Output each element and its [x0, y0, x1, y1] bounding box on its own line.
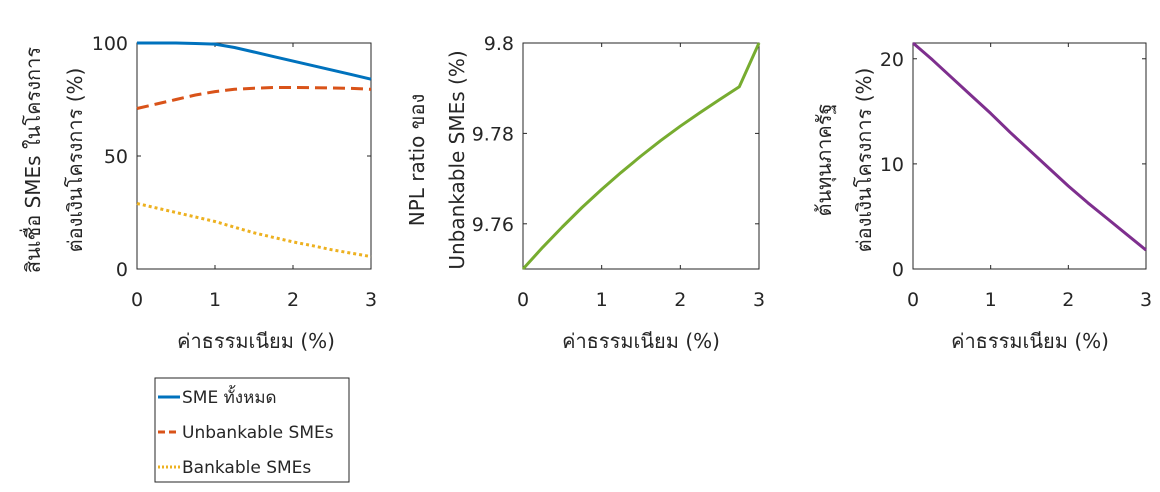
legend-label-sme-all: SME ทั้งหมด [182, 385, 277, 408]
panel-1-y-axis-label-line-2: ต่องเงินโครงการ (%) [63, 68, 87, 253]
panel-2-y-tick-label: 9.76 [472, 214, 514, 236]
legend: SME ทั้งหมด Unbankable SMEs Bankable SME… [154, 377, 350, 483]
panel-1-y-tick-label: 0 [116, 259, 128, 281]
panel-3-y-axis-label-line-2: ต่องเงินโครงการ (%) [852, 68, 876, 253]
panel-1-x-axis-label: ค่าธรรมเนียม (%) [177, 329, 335, 353]
panel-3-y-axis-label-line-1: ต้นทุนภาครัฐ [812, 103, 837, 216]
panel-3-y-tick-label: 10 [880, 154, 904, 176]
panel-2-y-tick-label: 9.78 [472, 123, 514, 145]
panel-2-x-tick-label: 2 [674, 289, 686, 311]
panel-3-x-tick-label: 3 [1140, 289, 1152, 311]
panel-1-x-tick-label: 2 [287, 289, 299, 311]
panel-2-x-axis-label: ค่าธรรมเนียม (%) [562, 329, 720, 353]
legend-box [154, 377, 350, 483]
panel-3-axes-box [912, 42, 1147, 270]
panel-1-x-tick-label: 3 [365, 289, 377, 311]
panel-3-x-tick-label: 1 [985, 289, 997, 311]
panel-1-y-axis-label-line-1: สินเชื่อ SMEs ในโครงการ [19, 47, 45, 273]
panel-1-y-tick-label: 100 [92, 33, 128, 55]
panel-1-y-tick-label: 50 [104, 146, 128, 168]
panel-2: 0 1 2 3 9.76 9.78 9.8 ค่าธรรมเนียม (%) NPL rat… [405, 33, 765, 353]
panel-2-series-line-1 [521, 42, 761, 271]
panel-2-y-axis-label-line-1: NPL ratio ของ [405, 94, 429, 226]
legend-label-unbankable: Unbankable SMEs [182, 423, 334, 443]
panel-3-series-line-1 [912, 41, 1147, 252]
panel-1-axes-box [136, 42, 372, 270]
panel-3-x-axis-label: ค่าธรรมเนียม (%) [951, 329, 1109, 353]
panel-1-x-tick-label: 0 [131, 289, 143, 311]
panel-1-x-tick-label: 1 [209, 289, 221, 311]
panel-3-x-tick-label: 2 [1062, 289, 1074, 311]
panel-2-x-tick-label: 1 [596, 289, 608, 311]
panel-1-series-line-2 [136, 86, 372, 110]
panel-3-y-tick-label: 20 [880, 49, 904, 71]
panel-3-x-tick-label: 0 [907, 289, 919, 311]
legend-label-bankable: Bankable SMEs [182, 458, 311, 478]
panel-3-y-tick-label: 0 [892, 259, 904, 281]
panel-2-x-tick-label: 0 [517, 289, 529, 311]
panel-1-series-line-3 [136, 202, 372, 259]
panel-2-y-tick-label: 9.8 [484, 33, 514, 55]
panel-1: 0 1 2 3 0 50 100 ค่าธรรมเนียม (%) สินเชื่อ SME… [19, 33, 377, 353]
panel-2-y-axis-label-line-2: Unbankable SMEs (%) [445, 50, 469, 269]
panel-1-series-line-1 [137, 41, 372, 81]
panel-2-x-tick-label: 3 [753, 289, 765, 311]
